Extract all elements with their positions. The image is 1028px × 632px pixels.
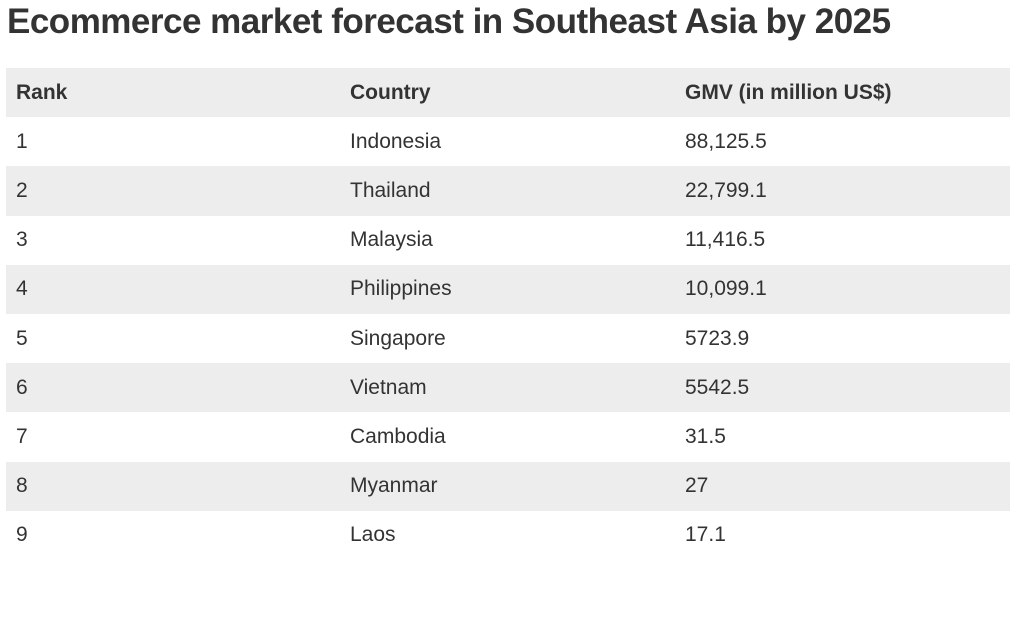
country-cell: Myanmar bbox=[350, 474, 438, 498]
column-header-country: Country bbox=[350, 80, 431, 104]
country-cell: Singapore bbox=[350, 326, 446, 350]
table-row: 5 Singapore 5723.9 bbox=[6, 314, 1010, 363]
country-cell: Laos bbox=[350, 523, 396, 547]
table-row: 2 Thailand 22,799.1 bbox=[6, 166, 1010, 216]
rank-cell: 7 bbox=[16, 424, 28, 448]
country-cell: Vietnam bbox=[350, 375, 427, 399]
country-cell: Philippines bbox=[350, 277, 452, 301]
rank-cell: 8 bbox=[16, 474, 28, 498]
column-header-rank: Rank bbox=[16, 80, 68, 104]
table-row: 9 Laos 17.1 bbox=[6, 511, 1010, 560]
rank-cell: 2 bbox=[16, 178, 28, 202]
rank-cell: 6 bbox=[16, 375, 28, 399]
gmv-cell: 17.1 bbox=[685, 523, 726, 547]
rank-cell: 3 bbox=[16, 228, 28, 252]
table-row: 4 Philippines 10,099.1 bbox=[6, 264, 1010, 314]
table-row: 7 Cambodia 31.5 bbox=[6, 412, 1010, 461]
table-header-row: Rank Country GMV (in million US$) bbox=[6, 68, 1010, 118]
gmv-cell: 22,799.1 bbox=[685, 178, 767, 202]
rank-cell: 4 bbox=[16, 277, 28, 301]
gmv-cell: 31.5 bbox=[685, 424, 726, 448]
gmv-cell: 11,416.5 bbox=[685, 228, 766, 252]
table-row: 6 Vietnam 5542.5 bbox=[6, 363, 1010, 413]
column-header-gmv: GMV (in million US$) bbox=[685, 80, 892, 104]
rank-cell: 1 bbox=[16, 129, 28, 153]
country-cell: Cambodia bbox=[350, 424, 446, 448]
rank-cell: 5 bbox=[16, 326, 28, 350]
gmv-cell: 27 bbox=[685, 474, 709, 498]
country-cell: Malaysia bbox=[350, 228, 433, 252]
gmv-cell: 10,099.1 bbox=[685, 277, 767, 301]
country-cell: Indonesia bbox=[350, 129, 442, 153]
data-table: Rank Country GMV (in million US$) 1 Indo… bbox=[6, 68, 1010, 560]
gmv-cell: 5723.9 bbox=[685, 326, 750, 350]
table-row: 3 Malaysia 11,416.5 bbox=[6, 216, 1010, 265]
chart-title: Ecommerce market forecast in Southeast A… bbox=[7, 2, 891, 41]
gmv-cell: 88,125.5 bbox=[685, 129, 767, 153]
rank-cell: 9 bbox=[16, 523, 28, 547]
country-cell: Thailand bbox=[350, 178, 431, 202]
table-row: 1 Indonesia 88,125.5 bbox=[6, 117, 1010, 166]
gmv-cell: 5542.5 bbox=[685, 375, 750, 399]
table-row: 8 Myanmar 27 bbox=[6, 461, 1010, 511]
